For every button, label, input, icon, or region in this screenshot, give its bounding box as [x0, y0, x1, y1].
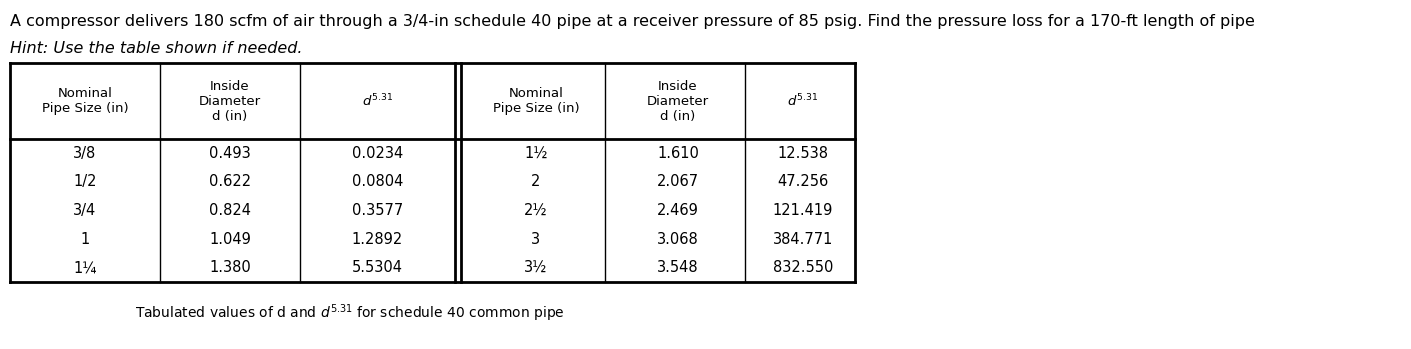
Text: 1½: 1½ [525, 146, 547, 161]
Text: 3/4: 3/4 [73, 203, 96, 218]
Text: Inside
Diameter
d (in): Inside Diameter d (in) [646, 80, 710, 122]
Text: 1.380: 1.380 [209, 260, 251, 275]
Text: 1: 1 [80, 232, 90, 247]
Text: Nominal
Pipe Size (in): Nominal Pipe Size (in) [42, 87, 128, 115]
Text: 5.5304: 5.5304 [351, 260, 404, 275]
Text: 2.067: 2.067 [658, 174, 698, 190]
Text: 0.824: 0.824 [209, 203, 251, 218]
Text: Inside
Diameter
d (in): Inside Diameter d (in) [199, 80, 261, 122]
Text: Hint: Use the table shown if needed.: Hint: Use the table shown if needed. [10, 41, 302, 56]
Text: 1¼: 1¼ [73, 260, 97, 275]
Text: 12.538: 12.538 [777, 146, 828, 161]
Text: 3.068: 3.068 [658, 232, 698, 247]
Text: 3: 3 [532, 232, 540, 247]
Text: 0.622: 0.622 [209, 174, 251, 190]
Text: 1.2892: 1.2892 [351, 232, 404, 247]
Text: 2: 2 [532, 174, 540, 190]
Text: A compressor delivers 180 scfm of air through a 3/4-in schedule 40 pipe at a rec: A compressor delivers 180 scfm of air th… [10, 14, 1254, 29]
Text: 2.469: 2.469 [658, 203, 698, 218]
Text: 121.419: 121.419 [773, 203, 832, 218]
Text: $d^{5.31}$: $d^{5.31}$ [787, 93, 818, 109]
Text: $d^{5.31}$: $d^{5.31}$ [363, 93, 394, 109]
Text: Tabulated values of d and $d^{5.31}$ for schedule 40 common pipe: Tabulated values of d and $d^{5.31}$ for… [135, 302, 564, 324]
Text: 3/8: 3/8 [73, 146, 96, 161]
Text: Nominal
Pipe Size (in): Nominal Pipe Size (in) [492, 87, 580, 115]
Text: 3.548: 3.548 [658, 260, 698, 275]
Text: 2½: 2½ [525, 203, 547, 218]
Text: 1/2: 1/2 [73, 174, 97, 190]
Text: 0.0234: 0.0234 [351, 146, 404, 161]
Text: 0.0804: 0.0804 [351, 174, 404, 190]
Text: 0.493: 0.493 [209, 146, 251, 161]
Text: 47.256: 47.256 [777, 174, 828, 190]
Text: 832.550: 832.550 [773, 260, 832, 275]
Text: 3½: 3½ [525, 260, 547, 275]
Text: 1.610: 1.610 [658, 146, 698, 161]
Text: 1.049: 1.049 [209, 232, 251, 247]
Text: 384.771: 384.771 [773, 232, 832, 247]
Text: 0.3577: 0.3577 [351, 203, 404, 218]
